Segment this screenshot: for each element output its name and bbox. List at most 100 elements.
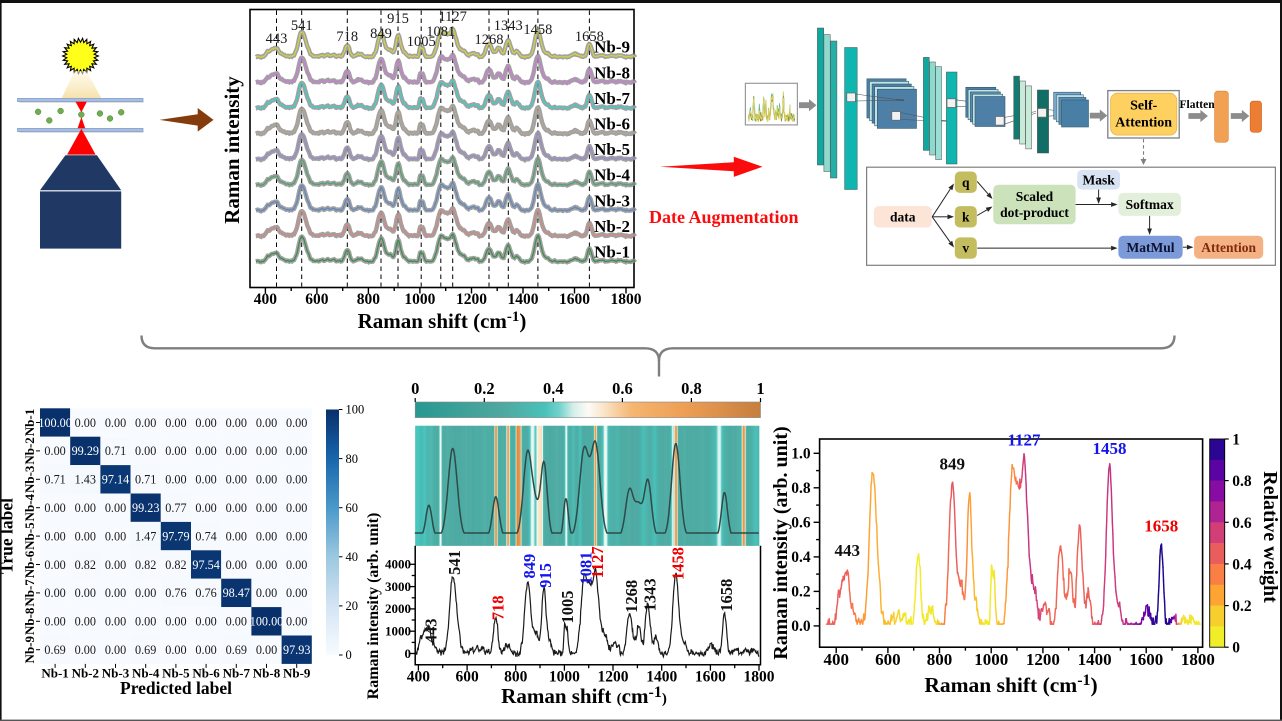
svg-text:0.00: 0.00	[75, 416, 96, 430]
svg-text:0.00: 0.00	[105, 416, 126, 430]
svg-text:443: 443	[421, 618, 440, 643]
svg-text:1600: 1600	[559, 291, 590, 308]
svg-text:0.00: 0.00	[105, 529, 126, 543]
svg-text:Nb-6: Nb-6	[192, 665, 220, 680]
svg-text:600: 600	[305, 291, 329, 308]
svg-text:0.00: 0.00	[44, 586, 65, 600]
svg-text:99.23: 99.23	[132, 501, 159, 515]
svg-text:1600: 1600	[1129, 650, 1163, 669]
svg-text:1: 1	[1232, 432, 1240, 449]
svg-text:Nb-1: Nb-1	[41, 665, 68, 680]
svg-text:1343: 1343	[494, 18, 523, 34]
svg-text:0.00: 0.00	[135, 586, 156, 600]
svg-text:1458: 1458	[523, 22, 552, 38]
svg-text:0: 0	[346, 648, 352, 662]
svg-text:800: 800	[357, 291, 381, 308]
svg-text:0.00: 0.00	[195, 444, 216, 458]
svg-text:Raman intensity: Raman intensity	[220, 76, 244, 224]
svg-text:dot-product: dot-product	[1000, 205, 1069, 220]
svg-text:0.69: 0.69	[44, 643, 65, 657]
svg-text:Nb-9: Nb-9	[22, 635, 37, 663]
svg-text:Nb-1: Nb-1	[22, 409, 37, 436]
svg-text:0.00: 0.00	[44, 501, 65, 515]
svg-text:0.4: 0.4	[543, 379, 564, 398]
svg-text:0.00: 0.00	[105, 615, 126, 629]
svg-text:0.00: 0.00	[44, 558, 65, 572]
svg-text:1.47: 1.47	[135, 529, 156, 543]
svg-text:0.00: 0.00	[256, 416, 277, 430]
svg-text:400: 400	[823, 650, 849, 669]
svg-text:0: 0	[1232, 640, 1240, 657]
svg-text:Nb-5: Nb-5	[594, 140, 630, 159]
svg-text:0.69: 0.69	[135, 643, 156, 657]
svg-text:Flatten: Flatten	[1180, 99, 1216, 111]
svg-text:1: 1	[756, 379, 764, 398]
svg-text:0.00: 0.00	[226, 558, 247, 572]
svg-text:1658: 1658	[717, 579, 736, 612]
svg-text:k: k	[962, 209, 970, 224]
svg-text:0.00: 0.00	[256, 529, 277, 543]
svg-text:Nb-4: Nb-4	[594, 166, 630, 185]
svg-text:600: 600	[875, 650, 901, 669]
svg-text:0.00: 0.00	[286, 615, 307, 629]
svg-text:Mask: Mask	[1082, 172, 1115, 187]
svg-text:1268: 1268	[622, 580, 641, 613]
svg-text:97.93: 97.93	[283, 643, 310, 657]
svg-text:0.0: 0.0	[791, 618, 811, 635]
svg-text:Nb-7: Nb-7	[223, 665, 251, 680]
svg-text:98.47: 98.47	[223, 586, 250, 600]
svg-text:Nb-1: Nb-1	[594, 243, 630, 262]
svg-text:0.00: 0.00	[226, 529, 247, 543]
svg-text:1800: 1800	[1181, 650, 1215, 669]
svg-text:100.00: 100.00	[250, 615, 284, 629]
svg-text:0.00: 0.00	[105, 558, 126, 572]
svg-text:1268: 1268	[475, 32, 504, 48]
svg-text:0.00: 0.00	[226, 501, 247, 515]
svg-text:0.00: 0.00	[165, 643, 186, 657]
svg-text:718: 718	[488, 596, 507, 621]
svg-text:Nb-4: Nb-4	[132, 665, 160, 680]
svg-text:0.00: 0.00	[44, 444, 65, 458]
svg-text:99.29: 99.29	[72, 444, 99, 458]
svg-text:Nb-5: Nb-5	[22, 522, 37, 550]
svg-text:0.00: 0.00	[256, 643, 277, 657]
svg-text:0.82: 0.82	[75, 558, 96, 572]
svg-text:0.69: 0.69	[226, 643, 247, 657]
svg-text:80: 80	[346, 452, 359, 466]
svg-text:0.8: 0.8	[681, 379, 702, 398]
svg-text:Self-: Self-	[1130, 99, 1158, 114]
svg-text:0.6: 0.6	[791, 514, 811, 531]
svg-text:1005: 1005	[558, 591, 577, 624]
svg-text:0.00: 0.00	[226, 615, 247, 629]
svg-text:0.4: 0.4	[1232, 556, 1252, 573]
svg-text:0.00: 0.00	[195, 416, 216, 430]
svg-text:1000: 1000	[549, 669, 580, 686]
svg-text:Relative weight: Relative weight	[1259, 471, 1281, 603]
svg-text:0: 0	[411, 379, 419, 398]
svg-text:0.8: 0.8	[1232, 473, 1252, 490]
svg-text:541: 541	[445, 550, 464, 575]
svg-text:1458: 1458	[668, 547, 687, 580]
svg-text:Nb-2: Nb-2	[594, 217, 630, 236]
svg-text:1081: 1081	[426, 24, 455, 40]
svg-text:Scaled: Scaled	[1016, 189, 1054, 204]
svg-text:Raman intensity (arb. unit): Raman intensity (arb. unit)	[770, 426, 792, 659]
svg-text:Nb-6: Nb-6	[22, 550, 37, 578]
svg-text:0.82: 0.82	[165, 558, 186, 572]
svg-text:0.4: 0.4	[791, 549, 811, 566]
svg-text:1000: 1000	[404, 291, 435, 308]
svg-text:1400: 1400	[646, 669, 677, 686]
svg-text:0.00: 0.00	[105, 643, 126, 657]
svg-text:1127: 1127	[438, 9, 466, 25]
svg-text:0.00: 0.00	[286, 558, 307, 572]
svg-text:0.71: 0.71	[135, 473, 156, 487]
svg-text:0.00: 0.00	[44, 615, 65, 629]
svg-text:0.71: 0.71	[44, 473, 65, 487]
svg-text:915: 915	[387, 11, 409, 27]
svg-text:100.00: 100.00	[38, 416, 72, 430]
svg-text:60: 60	[346, 501, 359, 515]
svg-text:Nb-8: Nb-8	[22, 607, 37, 635]
svg-text:Nb-2: Nb-2	[22, 437, 37, 464]
svg-text:1458: 1458	[1093, 439, 1127, 458]
svg-text:541: 541	[291, 18, 313, 34]
